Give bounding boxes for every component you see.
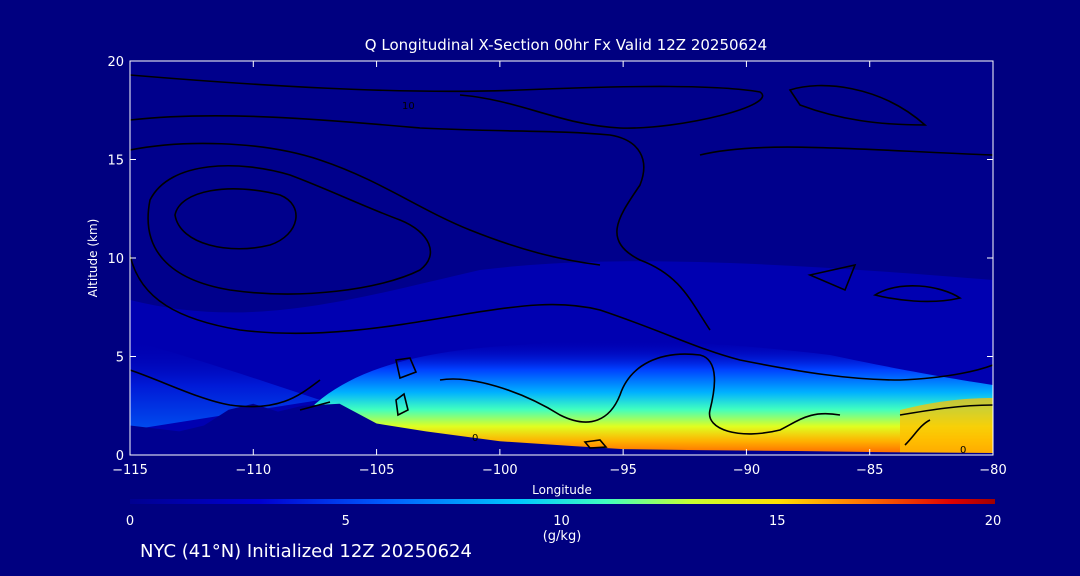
x-tick-label: −115 (112, 463, 148, 478)
x-tick-label: −110 (235, 463, 271, 478)
x-axis-label: Longitude (532, 483, 592, 497)
moisture-dome-low (300, 340, 993, 455)
y-tick-label: 20 (107, 55, 124, 70)
x-tick-label: −100 (482, 463, 518, 478)
chart-title: Q Longitudinal X-Section 00hr Fx Valid 1… (365, 36, 767, 54)
moisture-east (900, 398, 993, 455)
y-tick-label: 5 (116, 351, 124, 366)
x-axis: −115 −110 −105 −100 −95 −90 −85 −80 (112, 61, 1007, 478)
colorbar-tick-label: 10 (553, 514, 570, 529)
y-tick-label: 10 (107, 252, 124, 267)
x-tick-label: −85 (856, 463, 883, 478)
colorbar-tick-label: 0 (126, 514, 134, 529)
contour-label: 10 (402, 101, 415, 112)
y-tick-label: 15 (107, 154, 124, 169)
y-axis-label: Altitude (km) (86, 219, 100, 298)
terrain-mask (130, 403, 993, 455)
x-tick-label: −80 (979, 463, 1006, 478)
y-tick-label: 0 (116, 449, 124, 464)
contour-label: 0 (960, 445, 966, 456)
x-tick-label: −90 (733, 463, 760, 478)
footer-init-text: NYC (41°N) Initialized 12Z 20250624 (140, 541, 472, 562)
contour-label: 0 (472, 433, 478, 444)
colorbar (130, 499, 995, 504)
x-tick-label: −95 (609, 463, 636, 478)
colorbar-ticks: 0 5 10 15 20 (126, 514, 1001, 529)
colorbar-unit: (g/kg) (543, 529, 582, 544)
colorbar-tick-label: 20 (985, 514, 1002, 529)
colorbar-tick-label: 5 (342, 514, 350, 529)
colorbar-tick-label: 15 (769, 514, 786, 529)
moisture-field (130, 261, 993, 455)
contour-lines (130, 74, 993, 449)
x-tick-label: −105 (359, 463, 395, 478)
y-axis: 0 5 10 15 20 (107, 55, 993, 464)
moisture-band-west (130, 340, 320, 430)
